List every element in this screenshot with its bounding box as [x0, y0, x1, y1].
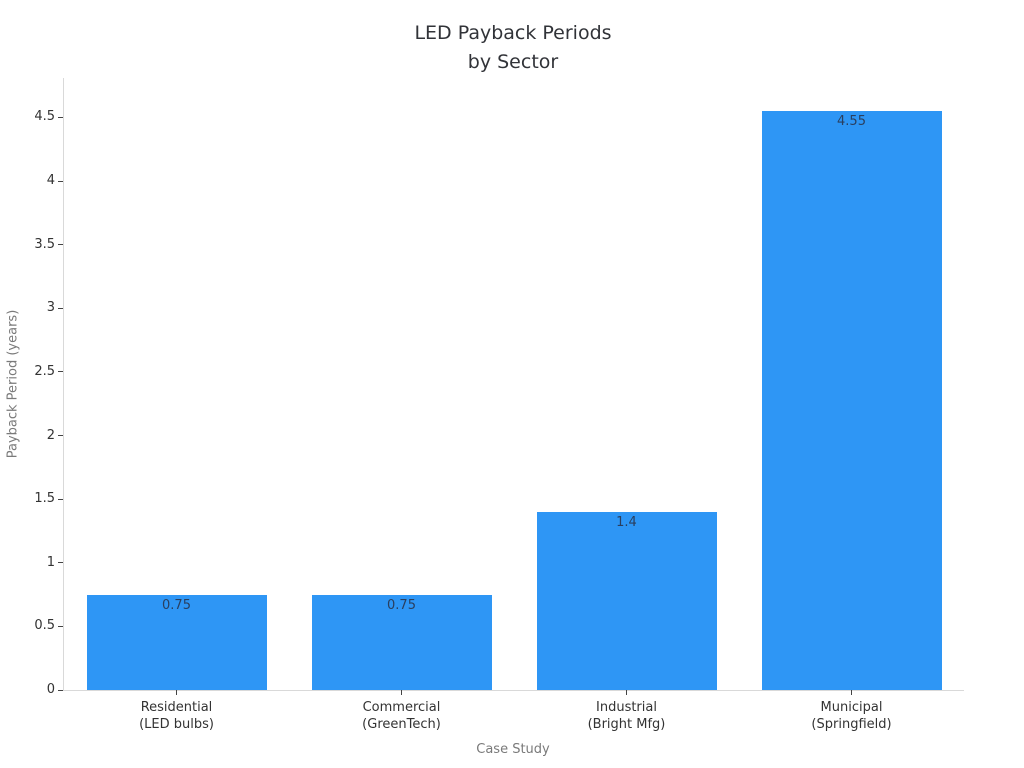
x-tick-label-line1: Industrial [596, 700, 657, 715]
y-tick-label: 3.5 [34, 236, 55, 252]
x-tick-mark [851, 690, 852, 695]
y-tick-label: 1 [46, 554, 55, 570]
y-tick-mark [58, 371, 63, 373]
y-tick-label: 2.5 [34, 363, 55, 379]
x-tick-label: Commercial (GreenTech) [289, 699, 514, 733]
y-tick-mark [58, 498, 63, 500]
x-tick-mark [401, 690, 402, 695]
bar-value-label: 1.4 [616, 514, 637, 530]
x-tick-label: Industrial (Bright Mfg) [514, 699, 739, 733]
y-tick-label: 3 [46, 300, 55, 316]
bar-value-label: 4.55 [837, 114, 866, 130]
x-tick-label: Municipal (Springfield) [739, 699, 964, 733]
x-tick-mark [176, 690, 177, 695]
y-tick-mark [58, 435, 63, 437]
x-tick-mark [626, 690, 627, 695]
y-tick-mark [58, 562, 63, 564]
y-tick-label: 1.5 [34, 491, 55, 507]
chart-title-line1: LED Payback Periods [414, 22, 612, 44]
bar [536, 511, 717, 690]
x-tick-label-line2: (Springfield) [811, 717, 892, 732]
x-tick-label-line1: Municipal [820, 700, 883, 715]
x-tick-label-line1: Commercial [362, 700, 441, 715]
bar-value-label: 0.75 [162, 597, 191, 613]
y-tick-label: 4 [46, 173, 55, 189]
x-tick-label-line2: (Bright Mfg) [587, 717, 666, 732]
bar [86, 594, 267, 690]
y-tick-mark [58, 116, 63, 118]
x-tick-label: Residential (LED bulbs) [64, 699, 289, 733]
y-tick-mark [58, 244, 63, 246]
y-tick-mark [58, 625, 63, 627]
chart-title-line2: by Sector [467, 51, 559, 73]
x-axis-title: Case Study [476, 742, 550, 757]
bar [311, 594, 492, 690]
y-tick-mark [58, 180, 63, 182]
plot-area: 0 0.5 1 1.5 2 2.5 3 3.5 4 4.5 0.75 Residential (LED … [34, 78, 964, 732]
y-tick-label: 0.5 [34, 618, 55, 634]
y-tick-label: 2 [46, 427, 55, 443]
bar-value-label: 0.75 [387, 597, 416, 613]
chart-title: LED Payback Periods by Sector [63, 19, 963, 77]
y-tick-label: 4.5 [34, 109, 55, 125]
bar [761, 111, 942, 690]
x-tick-label-line2: (GreenTech) [362, 717, 441, 732]
x-tick-label-line1: Residential [140, 700, 213, 715]
x-tick-label-line2: (LED bulbs) [139, 717, 214, 732]
y-tick-label: 0 [46, 682, 55, 697]
y-tick-mark [58, 307, 63, 309]
y-tick-mark [58, 689, 63, 691]
